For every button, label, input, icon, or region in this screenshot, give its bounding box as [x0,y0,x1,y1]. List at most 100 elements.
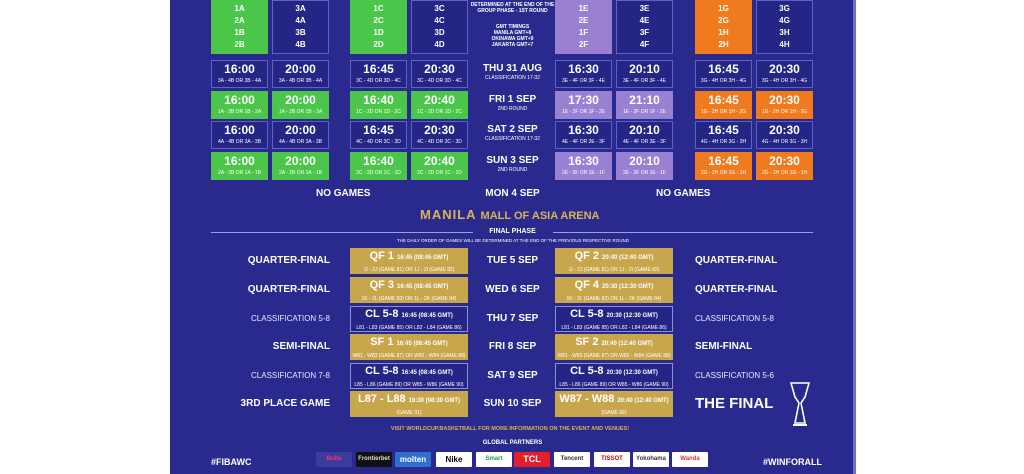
date-text: THU 7 SEP [486,313,539,324]
game-cell: 20:00 1A - 2B OR 1B - 2A [272,91,329,119]
team-seed: 4B [295,40,306,49]
game-time: 20:30 [769,154,800,168]
team-seed: 3A [295,4,306,13]
game-name: CL 5-8 [570,308,604,320]
game-matchup: 2E - 2F OR 1E - 1F [622,170,667,176]
game-matchup: 2E - 2F OR 1E - 1F [561,170,606,176]
game-cell: 20:40 2C - 2D OR 1C - 1D [411,152,468,180]
game-time: 20:00 [285,62,316,76]
final-game-box: SF 2 20:40 (12:40 GMT) W81 - W83 (GAME 87)… [555,334,673,360]
date-label: FRI 1 SEP 2ND ROUND [470,94,555,113]
game-time: 20:30 [769,93,800,107]
game-time: 20:10 [629,62,660,76]
game-time: 20:00 [285,93,316,107]
game-time: 20:30 [769,123,800,137]
date-label: TUE 5 SEP [470,255,555,267]
date-label: MON 4 SEP [470,188,555,200]
game-matchup: 4G - 4H OR 3G - 3H [761,139,808,145]
game-matchup: 4C - 4D OR 3C - 3D [356,139,401,145]
final-game-box: QF 1 16:45 (08:45 GMT) 1I - 2J (GAME 81) O… [350,248,468,274]
partners-title: GLOBAL PARTNERS [482,440,543,446]
visit-text: VISIT WORLDCUP.BASKETBALL FOR MORE INFOR… [390,426,630,432]
game-matchup: 1K - 2L (GAME 83) OR 1L - 2K (GAME 84) [361,296,457,302]
game-cell: 16:00 2A - 2B OR 1A - 1B [211,152,268,180]
game-matchup: 1C - 2D OR 1D - 2C [356,109,401,115]
final-game-box: QF 4 20:30 (12:30 GMT) 1K - 2L (GAME 83) O… [555,277,673,303]
game-time: 20:40 [424,93,455,107]
game-time: 16:45 [708,62,739,76]
game-matchup: 3A - 4B OR 3B - 4A [278,78,323,84]
game-cell: 20:10 4E - 4F OR 3E - 3F [616,121,673,149]
partner-logo: molten [395,452,431,467]
game-matchup: 4E - 4F OR 3E - 3F [561,139,606,145]
game-time: 20:30 (12:30 GMT) [602,284,654,290]
game-matchup: 4E - 4F OR 3E - 3F [622,139,667,145]
game-name: QF 3 [369,279,395,291]
team-seed: 1G [718,4,729,13]
game-cell: 16:45 2G - 2H OR 1G - 1H [695,152,752,180]
final-game-box: L87 - L88 16:30 (08:30 GMT) (GAME 91) [350,391,468,417]
game-time: 20:30 (12:30 GMT) [606,313,658,319]
note-line: OKINAWA GMT+9 [491,36,534,42]
final-game-box: CL 5-8 20:30 (12:30 GMT) L81 - L83 (GAME 8… [555,306,673,332]
group-box: 3E 4E 3F 4F [616,0,673,54]
game-time: 16:30 (08:30 GMT) [408,398,461,404]
team-seed: 2A [234,16,245,25]
game-matchup: 3G - 4H OR 3H - 4G [761,78,808,84]
game-cell: 20:10 2E - 2F OR 1E - 1F [616,152,673,180]
game-title: CL 5-8 16:45 (08:45 GMT) [351,364,467,381]
game-matchup: 2G - 2H OR 1G - 1H [700,170,747,176]
date-text: FRI 1 SEP [488,94,537,105]
game-title: CL 5-8 16:45 (08:45 GMT) [351,307,467,324]
game-matchup: 2C - 2D OR 1C - 1D [356,170,401,176]
game-name: CL 5-8 [365,308,399,320]
date-label: SAT 2 SEP CLASSIFICATION 17-32 [470,124,555,143]
game-matchup: 1G - 2H OR 1H - 2G [761,109,808,115]
game-cell: 16:45 4G - 4H OR 3G - 3H [695,121,752,149]
game-time: 16:00 [224,62,255,76]
game-matchup: 4A - 4B OR 3A - 3B [217,139,262,145]
game-time: 16:30 [568,154,599,168]
game-cell: 16:45 4C - 4D OR 3C - 3D [350,121,407,149]
game-time: 20:30 [424,62,455,76]
final-game-box: QF 2 20:40 (12:40 GMT) 1I - 2J (GAME 81) O… [555,248,673,274]
game-matchup: 1G - 2H OR 1H - 2G [700,109,747,115]
game-cell: 21:10 1E - 2F OR 1F - 2E [616,91,673,119]
team-seed: 1C [373,4,384,13]
game-cell: 20:30 3G - 4H OR 3H - 4G [756,60,813,88]
game-time: 21:10 [629,93,660,107]
team-seed: 1D [373,28,384,37]
final-game-box: CL 5-8 16:45 (08:45 GMT) L81 - L83 (GAME 8… [350,306,468,332]
group-box: 1G 2G 1H 2H [695,0,752,54]
game-time: 20:40 (12:40 GMT) [617,398,669,404]
game-cell: 20:40 1C - 2D OR 1D - 2C [411,91,468,119]
partner-logo: TCL [514,452,550,467]
no-games-left: NO GAMES [316,188,371,199]
game-title: SF 1 16:45 (08:45 GMT) [351,335,467,352]
game-time: 16:45 (08:45 GMT) [396,341,448,347]
partner-logo: TISSOT [594,452,630,467]
stage-label-right: CLASSIFICATION 5-8 [695,314,774,323]
team-seed: 1H [718,28,729,37]
game-matchup: 3E - 4F OR 3F - 4E [561,78,606,84]
game-name: W87 - W88 [559,393,615,405]
game-matchup: 3A - 4B OR 3B - 4A [217,78,262,84]
team-seed: 4F [639,40,650,49]
group-phase-note: DETERMINED AT THE END OF THE GROUP PHASE … [470,2,555,14]
date-text: SUN 3 SEP [486,155,539,166]
game-matchup: 1E - 2F OR 1F - 2E [561,109,606,115]
team-seed: 2H [718,40,729,49]
game-cell: 20:10 3E - 4F OR 3F - 4E [616,60,673,88]
game-cell: 20:00 2A - 2B OR 1A - 1B [272,152,329,180]
final-phase-note: THE DAILY ORDER OF GAMES WILL BE DETERMI… [396,238,630,243]
divider [211,232,473,233]
date-text: SAT 9 SEP [487,370,538,381]
game-time: 20:00 [285,123,316,137]
game-cell: 16:30 3E - 4F OR 3F - 4E [555,60,612,88]
game-name: SF 1 [370,336,394,348]
game-name: L87 - L88 [357,393,406,405]
game-matchup: 1E - 2F OR 1F - 2E [622,109,667,115]
game-matchup: (GAME 91) [396,410,422,416]
note-line: GMT TIMINGS [495,24,530,30]
group-box: 3G 4G 3H 4H [756,0,813,54]
